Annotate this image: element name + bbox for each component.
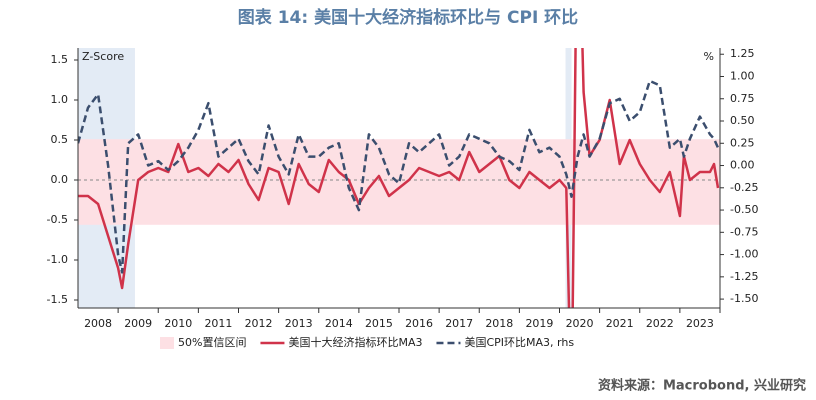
x-tick-label: 2010: [164, 317, 192, 330]
x-tick-label: 2020: [566, 317, 594, 330]
y2-tick-label: 1.25: [730, 47, 755, 60]
x-tick-label: 2016: [405, 317, 433, 330]
y2-tick-label: -0.50: [730, 203, 758, 216]
x-tick-label: 2009: [124, 317, 152, 330]
y2-axis-label: %: [704, 50, 714, 63]
chart-title: 图表 14: 美国十大经济指标环比与 CPI 环比: [238, 7, 578, 28]
x-tick-label: 2013: [285, 317, 313, 330]
y2-tick-label: 1.00: [730, 69, 755, 82]
series-line: [78, 79, 720, 274]
legend-label: 美国十大经济指标环比MA3: [288, 335, 422, 349]
y2-tick-label: 0.50: [730, 114, 755, 127]
y-tick-label: -0.5: [47, 213, 68, 226]
y2-tick-label: 0.00: [730, 159, 755, 172]
y2-tick-label: -1.50: [730, 292, 758, 305]
x-tick-label: 2014: [325, 317, 353, 330]
y2-tick-label: -0.25: [730, 181, 758, 194]
y-tick-label: 0.0: [51, 173, 69, 186]
source: 资料来源：Macrobond, 兴业研究: [598, 378, 806, 394]
legend-swatch: [160, 337, 174, 349]
y-tick-label: 1.0: [51, 93, 69, 106]
y-tick-label: 0.5: [51, 133, 69, 146]
x-tick-label: 2023: [686, 317, 714, 330]
x-tick-label: 2011: [204, 317, 232, 330]
y2-tick-label: -1.25: [730, 270, 758, 283]
x-tick-label: 2008: [84, 317, 112, 330]
legend-label: 美国CPI环比MA3, rhs: [464, 336, 574, 349]
x-tick-label: 2022: [646, 317, 674, 330]
x-tick-label: 2019: [525, 317, 553, 330]
y2-tick-label: 0.25: [730, 136, 755, 149]
x-tick-label: 2012: [245, 317, 273, 330]
x-tick-label: 2017: [445, 317, 473, 330]
y2-tick-label: 0.75: [730, 92, 755, 105]
y-axis-label: Z-Score: [82, 50, 124, 63]
legend-label: 50%置信区间: [178, 336, 246, 349]
x-tick-label: 2015: [365, 317, 393, 330]
series-line: [78, 48, 720, 308]
y2-tick-label: -1.00: [730, 248, 758, 261]
y-tick-label: 1.5: [51, 53, 69, 66]
x-tick-label: 2021: [606, 317, 634, 330]
y-tick-label: -1.5: [47, 293, 68, 306]
y2-tick-label: -0.75: [730, 225, 758, 238]
x-tick-label: 2018: [485, 317, 513, 330]
y-tick-label: -1.0: [47, 253, 68, 266]
